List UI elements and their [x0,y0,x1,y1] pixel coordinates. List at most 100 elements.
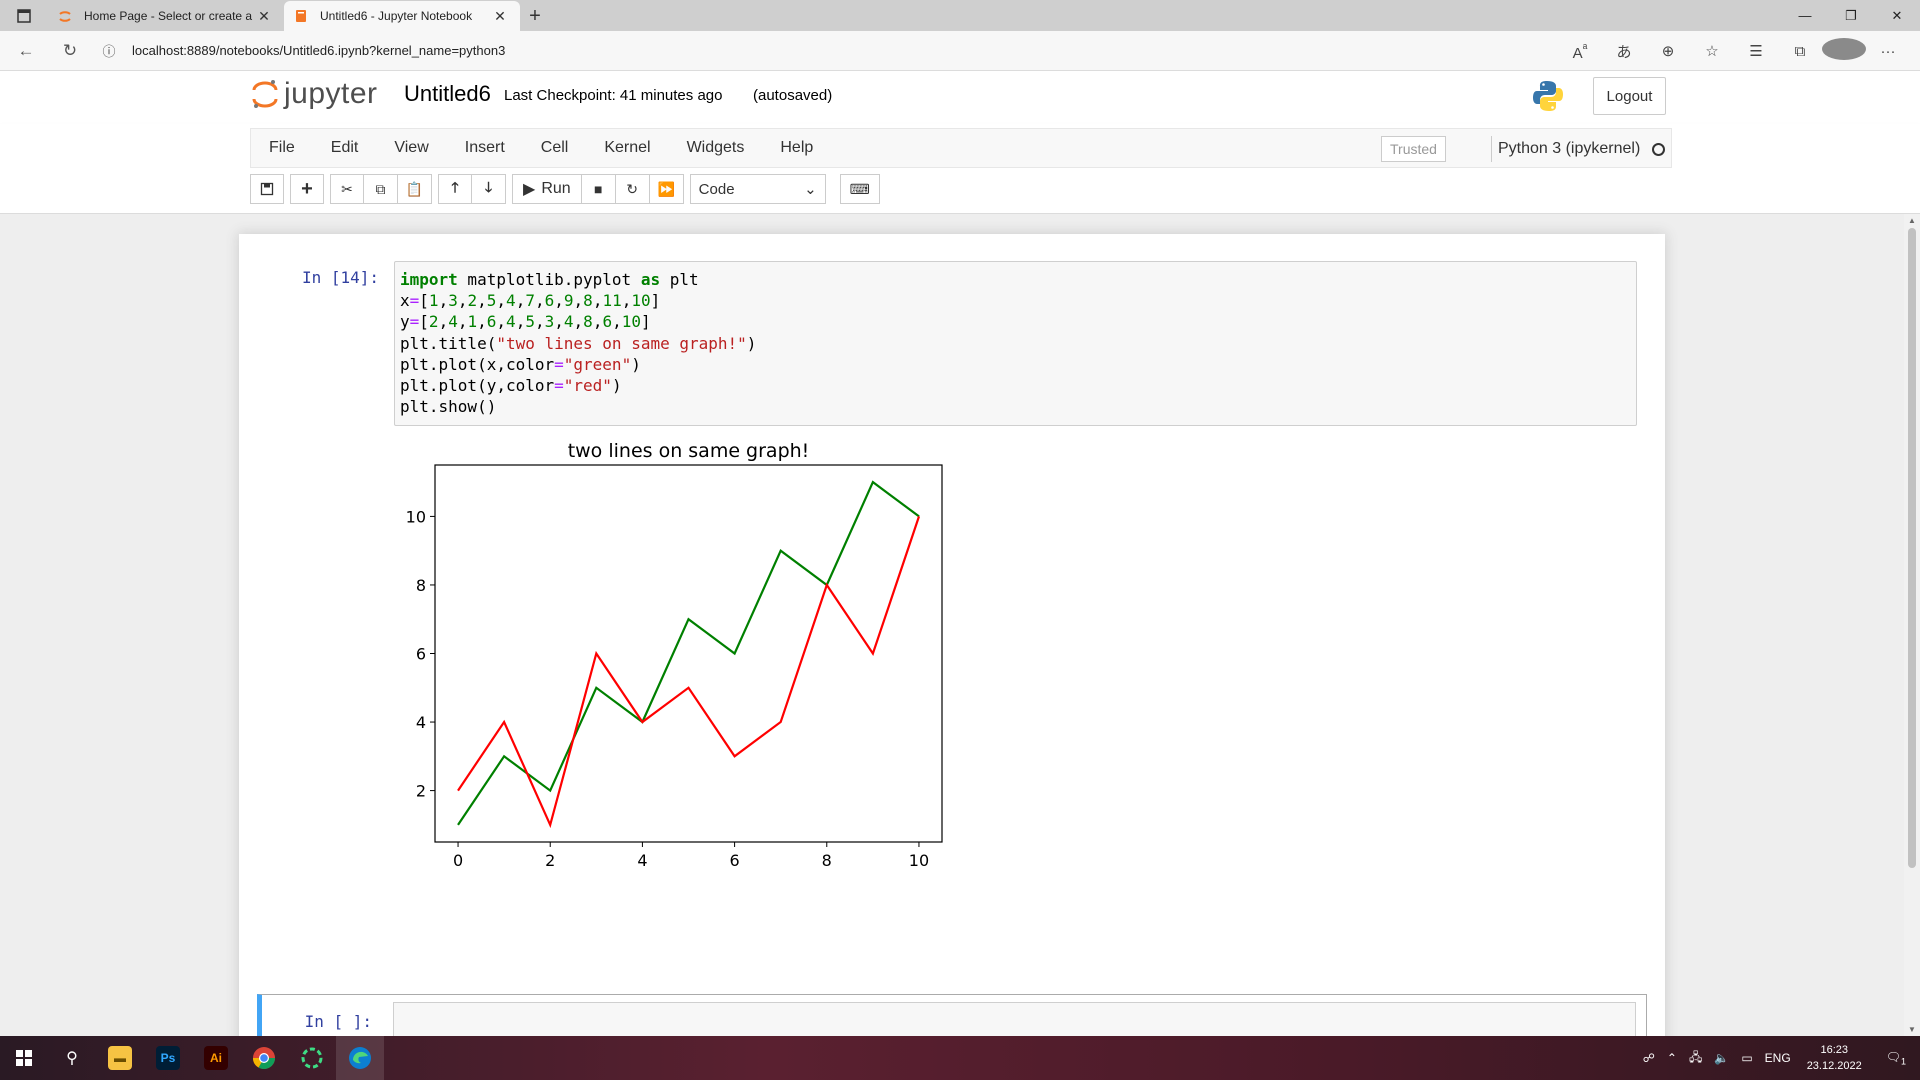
network-icon[interactable]: 🖧 [1688,1049,1703,1064]
move-down-icon[interactable]: 🡓 [472,174,506,204]
notebook-favicon-icon [294,9,308,23]
keyboard-shortcuts-icon[interactable]: ⌨ [839,174,880,204]
file-explorer-icon[interactable]: ▬ [96,1036,144,1080]
python-logo-icon [1531,79,1565,113]
menu-edit[interactable]: Edit [330,139,359,156]
chart-title: two lines on same graph! [568,440,810,462]
notebook-name[interactable]: Untitled6 [404,81,491,106]
kernel-idle-icon [1652,142,1666,156]
page-scrollbar[interactable]: ▲ ▼ [1904,214,1920,1036]
tab-untitled6[interactable]: Untitled6 - Jupyter Notebook ✕ [284,1,520,31]
stop-icon[interactable]: ■ [581,174,616,204]
x-tick-label: 4 [637,851,647,870]
chrome-icon[interactable] [240,1036,288,1080]
close-tab-icon[interactable]: ✕ [494,7,506,24]
empty-code-cell[interactable]: In [ ]: [257,994,1647,1036]
browser-tab-strip: Home Page - Select or create a n ✕ Untit… [0,0,1920,31]
menu-view[interactable]: View [394,139,429,156]
language-indicator[interactable]: ENG [1764,1051,1791,1065]
x-tick-label: 2 [545,851,555,870]
site-info-icon[interactable]: ⓘ [102,44,116,59]
play-icon: ▶ [523,181,536,198]
restart-icon[interactable]: ↻ [615,174,650,204]
avatar [1822,38,1866,60]
jupyter-header: jupyter Untitled6 Last Checkpoint: 41 mi… [0,71,1920,124]
close-tab-icon[interactable]: ✕ [258,7,270,24]
favorite-add-icon[interactable]: ☆ [1705,43,1719,60]
code-line-1: import matplotlib.pyplot as plt [400,270,699,289]
cell-prompt: In [ ]: [304,1012,372,1031]
restore-icon[interactable]: ❐ [1845,7,1857,23]
kernel-name: Python 3 (ipykernel) [1498,140,1641,157]
code-cell-input[interactable]: import matplotlib.pyplot as plt x=[1,3,2… [394,261,1637,426]
insert-cell-icon[interactable]: + [290,174,324,204]
paste-icon[interactable]: 📋 [398,174,432,204]
search-icon[interactable]: ⚲ [66,1050,78,1067]
pen-icon[interactable]: ☍ [1642,1051,1655,1065]
logout-button[interactable]: Logout [1593,77,1666,115]
scrollbar-thumb[interactable] [1908,228,1916,868]
url-field[interactable]: ⓘ localhost:8889/notebooks/Untitled6.ipy… [98,36,1528,66]
x-tick-label: 8 [822,851,832,870]
jupyter-logo-icon [252,79,278,109]
menu-help[interactable]: Help [780,139,814,156]
refresh-icon[interactable]: ↻ [62,40,78,60]
cell-type-select[interactable]: Code ⌄ [689,174,826,204]
menu-cell[interactable]: Cell [540,139,569,156]
translate-icon[interactable]: あ [1616,43,1632,61]
tab-actions-icon[interactable] [0,0,48,31]
favorites-icon[interactable]: ☰ [1749,43,1763,60]
trusted-indicator[interactable]: Trusted [1381,136,1446,162]
jupyter-favicon-icon [58,9,72,23]
scroll-up-icon[interactable]: ▲ [1908,216,1916,225]
menu-insert[interactable]: Insert [464,139,505,156]
battery-icon[interactable]: ▭ [1741,1051,1753,1065]
run-button[interactable]: ▶ Run [512,174,582,204]
notebook-area: In [14]: import matplotlib.pyplot as plt… [0,214,1904,1036]
menu-file[interactable]: File [269,139,295,156]
x-tick-label: 6 [729,851,739,870]
system-tray: ☍ ⌃ 🖧 🔈 ▭ ENG 16:23 23.12.2022 🗨1 [1637,1036,1920,1080]
notification-icon[interactable]: 🗨1 [1885,1049,1906,1067]
profile-icon[interactable] [1822,38,1866,64]
menu-kernel[interactable]: Kernel [604,139,651,156]
line-chart: two lines on same graph! 0 2 4 6 8 10 2 4 6 8 10 [406,440,943,870]
code-line-6: plt.plot(y,color="red") [400,376,622,396]
new-tab-button[interactable]: + [529,4,541,27]
illustrator-icon[interactable]: Ai [192,1036,240,1080]
read-aloud-icon[interactable]: Aᵃ [1572,40,1588,62]
code-line-7: plt.show() [400,397,497,417]
green-app-icon[interactable] [288,1036,336,1080]
scroll-down-icon[interactable]: ▼ [1908,1025,1916,1034]
save-icon[interactable] [250,174,284,204]
close-window-icon[interactable]: ✕ [1891,7,1903,23]
minimize-icon[interactable]: — [1798,8,1812,23]
notification-count: 1 [1900,1056,1906,1067]
tab-title: Untitled6 - Jupyter Notebook [320,9,473,23]
cell-prompt: In [14]: [301,268,379,287]
run-label: Run [541,180,571,197]
photoshop-icon[interactable]: Ps [144,1036,192,1080]
code-cell-input-empty[interactable] [393,1002,1636,1036]
taskbar: ⚲ ▬ Ps Ai ☍ ⌃ 🖧 🔈 ▭ ENG 16:23 23.12.2022… [0,1036,1920,1080]
move-up-icon[interactable]: 🡑 [438,174,472,204]
cut-icon[interactable]: ✂ [330,174,364,204]
menu-widgets[interactable]: Widgets [686,139,745,156]
tray-chevron-icon[interactable]: ⌃ [1666,1051,1677,1065]
tab-home-page[interactable]: Home Page - Select or create a n ✕ [48,1,284,31]
x-tick-label: 0 [453,851,463,870]
series-line-2 [457,516,921,829]
copy-icon[interactable]: ⧉ [364,174,398,204]
zoom-icon[interactable]: ⊕ [1661,43,1675,60]
clock[interactable]: 16:23 23.12.2022 [1797,1042,1872,1074]
edge-icon[interactable] [336,1036,384,1080]
volume-icon[interactable]: 🔈 [1714,1051,1730,1065]
address-bar: ← ↻ ⓘ localhost:8889/notebooks/Untitled6… [0,31,1920,71]
cell-output-plot: two lines on same graph! 0 2 4 6 8 10 2 4 6 8 10 [392,434,1132,994]
fast-forward-icon[interactable]: ⏩ [649,174,684,204]
windows-start-icon[interactable] [0,1036,48,1080]
jupyter-logo[interactable]: jupyter [252,77,378,111]
collections-icon[interactable]: ⧉ [1794,42,1806,60]
more-menu-icon[interactable]: ··· [1880,42,1896,60]
back-icon[interactable]: ← [17,40,35,60]
